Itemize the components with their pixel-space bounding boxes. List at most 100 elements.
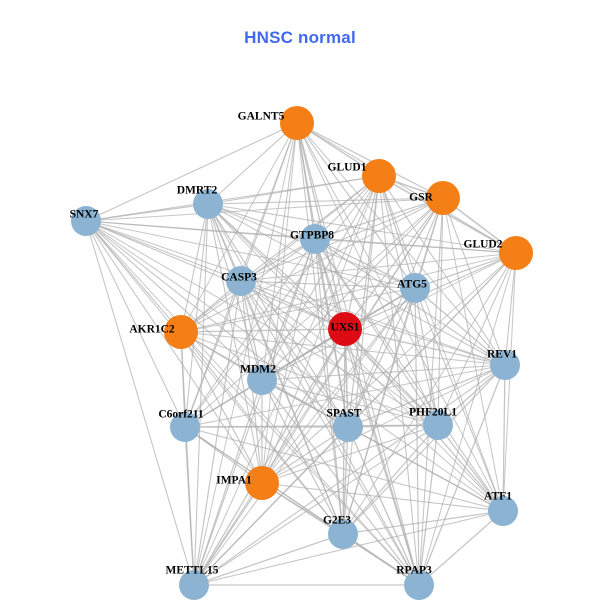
edge-line [347,426,504,512]
edge-line [261,122,298,484]
node-atg5[interactable] [400,273,430,303]
node-akr1c2[interactable] [164,315,198,349]
edge-line [261,379,439,426]
edge-line [207,203,349,428]
edge-line [193,203,209,586]
edge-line [240,280,504,512]
node-label-glud2: GLUD2 [464,239,503,251]
node-label-gtpbp8: GTPBP8 [290,230,334,242]
edge-line [193,510,504,586]
edge-line [184,379,263,428]
edge-line [85,203,209,222]
edge-line [418,424,439,586]
edge-line [207,203,439,426]
node-gtpbp8[interactable] [300,224,330,254]
node-glud1[interactable] [362,159,396,193]
page-title: HNSC normal [244,28,356,47]
edge-line [184,197,444,428]
edge-line [261,252,517,484]
node-snx7[interactable] [71,206,101,236]
edge-line [314,197,444,240]
edge-line [85,220,344,535]
edge-line [85,220,416,289]
edge-line [504,252,517,366]
node-label-phf20l1: PHF20L1 [409,407,457,419]
node-label-casp3: CASP3 [221,272,257,284]
node-c6orf211[interactable] [170,412,200,442]
edge-line [344,328,420,586]
edge-line [342,533,420,586]
edge-line [85,220,186,428]
node-label-mdm2: MDM2 [240,364,276,376]
edge-line [314,238,504,512]
edge-line [296,122,504,512]
edge-line [418,510,504,586]
edge-line [314,238,439,426]
edge-line [85,220,420,586]
edge-line [344,328,439,426]
node-mdm2[interactable] [247,365,277,395]
node-atf1[interactable] [488,496,518,526]
node-label-rev1: REV1 [487,349,517,361]
node-impa1[interactable] [245,466,279,500]
node-label-g2e3: G2E3 [323,515,351,527]
edge-line [85,220,439,426]
node-spast[interactable] [333,412,363,442]
edge-line [240,280,420,586]
node-label-mettl15: METTL15 [165,565,218,577]
edge-line [180,203,209,333]
edge-line [437,197,444,426]
edge-line [261,482,504,512]
edge-line [502,364,506,512]
edge-line [193,364,506,586]
edge-line [342,426,349,535]
edge-line [261,252,517,381]
edge-line [344,197,444,330]
edge-line [261,287,416,484]
edge-line [193,280,242,586]
edge-line [207,203,506,366]
edge-line [502,252,517,512]
node-uxs1[interactable] [328,312,362,346]
node-gsr[interactable] [426,181,460,215]
labels-layer: GALNT5 GLUD1 GSR GLUD2 AKR1C2 IMPA1 UXS1 SNX7 DM… [70,111,518,577]
node-glud2[interactable] [499,236,533,270]
node-label-atg5: ATG5 [397,279,427,291]
edge-line [347,426,420,586]
edge-line [296,122,344,535]
edge-line [193,197,444,586]
edge-line [414,287,439,426]
edge-line [296,122,420,586]
node-phf20l1[interactable] [423,410,453,440]
node-rpap3[interactable] [404,570,434,600]
edge-line [193,122,298,586]
node-g2e3[interactable] [328,519,358,549]
node-galnt5[interactable] [280,106,314,140]
edge-line [261,238,316,484]
edge-line [85,220,195,586]
edge-line [261,197,444,381]
edge-line [85,220,316,240]
edge-line [314,238,416,289]
node-rev1[interactable] [490,350,520,380]
edge-line [180,331,506,366]
edge-line [180,122,298,333]
edge-line [261,379,420,586]
node-label-rpap3: RPAP3 [396,565,432,577]
node-dmrt2[interactable] [193,189,223,219]
edge-line [207,203,263,484]
edge-line [184,238,316,428]
nodes-layer [71,106,533,600]
node-label-c6orf211: C6orf211 [158,409,204,421]
edge-line [180,175,380,333]
edge-line [240,280,439,426]
node-casp3[interactable] [226,266,256,296]
edge-line [296,122,517,254]
edge-line [347,364,506,428]
edge-line [193,482,263,586]
edge-line [193,328,346,586]
node-label-impa1: IMPA1 [216,475,252,487]
edge-line [240,280,416,289]
node-mettl15[interactable] [179,570,209,600]
